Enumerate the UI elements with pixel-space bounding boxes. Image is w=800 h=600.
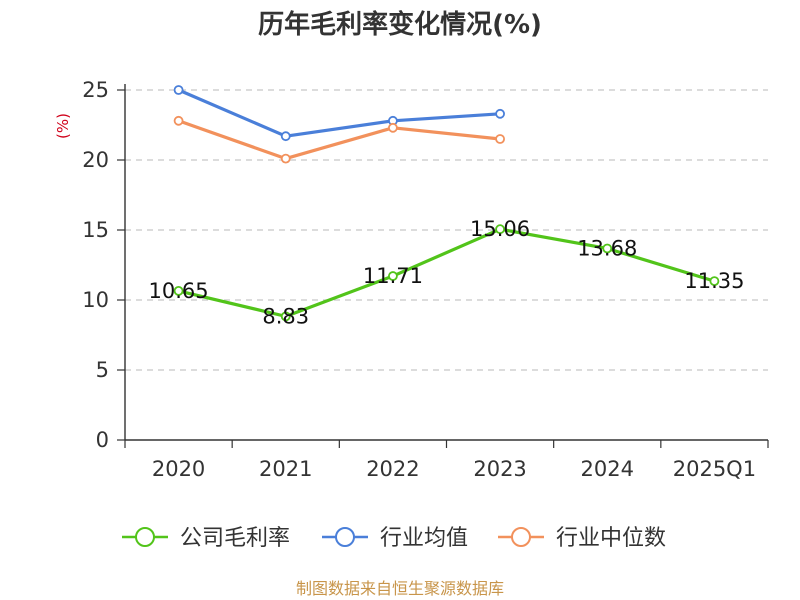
- legend-label: 行业中位数: [556, 526, 666, 551]
- y-tick-label: 20: [82, 148, 109, 172]
- data-point: [709, 276, 720, 287]
- legend-item: 行业中位数: [498, 526, 666, 551]
- legend: 公司毛利率 行业均值 行业中位数: [122, 526, 666, 551]
- legend-swatch-marker: [335, 527, 355, 547]
- data-label: 15.06: [470, 217, 530, 241]
- data-point: [173, 285, 184, 296]
- data-point: [388, 122, 398, 133]
- x-tick-label: 2025Q1: [673, 457, 756, 481]
- data-label: 11.71: [363, 264, 423, 288]
- data-label: 8.83: [262, 304, 309, 328]
- series-line: [176, 119, 502, 161]
- data-label: 10.65: [149, 279, 209, 303]
- data-point: [495, 134, 505, 144]
- data-label: 13.68: [577, 236, 637, 260]
- chart-title: 历年毛利率变化情况(%): [258, 9, 542, 40]
- legend-label: 行业均值: [380, 526, 468, 551]
- legend-swatch-marker: [511, 527, 531, 547]
- series-lines: [173, 85, 720, 322]
- legend-label: 公司毛利率: [180, 526, 290, 551]
- data-point: [280, 311, 291, 322]
- y-tick-label: 0: [96, 428, 109, 452]
- y-tick-label: 15: [82, 218, 109, 242]
- source-note: 制图数据来自恒生聚源数据库: [296, 579, 504, 598]
- series-line: [176, 88, 502, 138]
- data-label: 11.35: [684, 269, 744, 293]
- x-tick-label: 2021: [259, 457, 312, 481]
- x-tick-label: 2020: [152, 457, 205, 481]
- y-axis-unit-label: (%): [54, 113, 72, 139]
- data-point: [495, 224, 505, 235]
- y-tick-label: 5: [96, 358, 109, 382]
- data-point: [495, 108, 505, 119]
- data-labels: 10.65 8.83 11.71 15.06 13.68 11.35: [149, 217, 745, 328]
- axes: 0 5 10 15 20 25 2020 2021 2022 2023 2024 2025Q1: [82, 78, 769, 481]
- x-tick-label: 2022: [366, 457, 419, 481]
- series-line: [176, 227, 717, 318]
- data-point: [602, 243, 613, 254]
- x-tick-label: 2024: [581, 457, 634, 481]
- data-point: [280, 153, 291, 164]
- y-tick-label: 25: [82, 78, 109, 102]
- legend-swatch-marker: [135, 527, 155, 547]
- y-tick-label: 10: [82, 288, 109, 312]
- data-point: [388, 271, 398, 281]
- data-point: [173, 115, 184, 126]
- legend-item: 行业均值: [322, 526, 468, 551]
- data-point: [173, 85, 184, 95]
- legend-item: 公司毛利率: [122, 526, 290, 551]
- data-point: [280, 131, 291, 142]
- x-tick-label: 2023: [473, 457, 526, 481]
- gridlines: [125, 89, 768, 371]
